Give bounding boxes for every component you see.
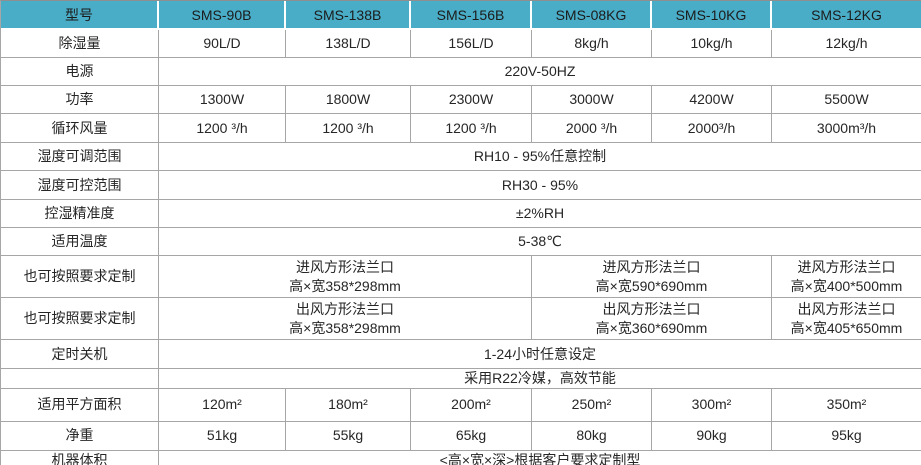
header-model-sms-08kg: SMS-08KG [532,1,652,30]
spec-cell: 120m² [159,388,286,422]
header-model-sms-156b: SMS-156B [411,1,532,30]
spec-cell: 90L/D [159,30,286,58]
spec-cell: 300m² [652,388,772,422]
header-model-sms-138b: SMS-138B [286,1,411,30]
spec-cell-merged: 进风方形法兰口 高×宽358*298mm [159,256,532,298]
row-humidity-accuracy: 控湿精准度 ±2%RH [1,200,921,228]
spec-cell: 1200 ³/h [159,114,286,143]
spec-cell-merged: 出风方形法兰口 高×宽360*690mm [532,298,772,340]
spec-cell: 55kg [286,421,411,451]
spec-cell-merged: 采用R22冷媒，高效节能 [159,369,921,389]
row-label: 湿度可调范围 [1,143,159,171]
row-label: 控湿精准度 [1,200,159,228]
row-net-weight: 净重 51kg 55kg 65kg 80kg 90kg 95kg [1,421,921,451]
row-label: 适用平方面积 [1,388,159,422]
spec-cell-merged: <高×宽×深>根据客户要求定制型 [159,450,921,465]
header-model-sms-12kg: SMS-12KG [772,1,921,30]
spec-cell: 5500W [772,86,921,114]
spec-cell: 10kg/h [652,30,772,58]
spec-cell: 进风方形法兰口 高×宽400*500mm [772,256,921,298]
spec-cell-merged: 出风方形法兰口 高×宽358*298mm [159,298,532,340]
row-refrigerant-note: 采用R22冷媒，高效节能 [1,369,921,389]
row-operating-temperature: 适用温度 5-38℃ [1,228,921,256]
row-label: 电源 [1,58,159,86]
header-model-sms-10kg: SMS-10KG [652,1,772,30]
spec-cell: 51kg [159,421,286,451]
row-label: 除湿量 [1,30,159,58]
header-model-label: 型号 [1,1,159,30]
header-row: 型号 SMS-90B SMS-138B SMS-156B SMS-08KG SM… [1,1,921,30]
row-label: 循环风量 [1,114,159,143]
row-label: 湿度可控范围 [1,171,159,200]
row-timer-shutdown: 定时关机 1-24小时任意设定 [1,340,921,369]
spec-cell: 95kg [772,421,921,451]
row-label: 定时关机 [1,340,159,369]
row-label: 也可按照要求定制 [1,298,159,340]
spec-cell: 出风方形法兰口 高×宽405*650mm [772,298,921,340]
spec-cell-merged: RH10 - 95%任意控制 [159,143,921,171]
spec-cell: 250m² [532,388,652,422]
spec-cell-merged: RH30 - 95% [159,171,921,200]
row-power-supply: 电源 220V-50HZ [1,58,921,86]
row-machine-dimensions: 机器体积 <高×宽×深>根据客户要求定制型 [1,450,921,465]
spec-cell: 90kg [652,421,772,451]
spec-cell: 1200 ³/h [286,114,411,143]
spec-cell: 200m² [411,388,532,422]
spec-cell: 180m² [286,388,411,422]
spec-cell: 2300W [411,86,532,114]
spec-cell-merged: 1-24小时任意设定 [159,340,921,369]
spec-cell-merged: ±2%RH [159,200,921,228]
row-humidity-adjustable-range: 湿度可调范围 RH10 - 95%任意控制 [1,143,921,171]
spec-cell: 138L/D [286,30,411,58]
row-label: 也可按照要求定制 [1,256,159,298]
spec-cell: 156L/D [411,30,532,58]
row-power: 功率 1300W 1800W 2300W 3000W 4200W 5500W [1,86,921,114]
spec-cell: 65kg [411,421,532,451]
spec-cell: 2000 ³/h [532,114,652,143]
row-label [1,369,159,389]
header-model-sms-90b: SMS-90B [159,1,286,30]
spec-cell: 1200 ³/h [411,114,532,143]
row-dehumidification-capacity: 除湿量 90L/D 138L/D 156L/D 8kg/h 10kg/h 12k… [1,30,921,58]
row-label: 净重 [1,421,159,451]
spec-cell: 1300W [159,86,286,114]
spec-cell: 1800W [286,86,411,114]
row-custom-outlet-flange: 也可按照要求定制 出风方形法兰口 高×宽358*298mm 出风方形法兰口 高×… [1,298,921,340]
spec-cell-merged: 220V-50HZ [159,58,921,86]
spec-cell: 12kg/h [772,30,921,58]
spec-cell-merged: 5-38℃ [159,228,921,256]
spec-cell: 80kg [532,421,652,451]
spec-cell-merged: 进风方形法兰口 高×宽590*690mm [532,256,772,298]
row-applicable-area: 适用平方面积 120m² 180m² 200m² 250m² 300m² 350… [1,388,921,422]
spec-cell: 350m² [772,388,921,422]
spec-cell: 8kg/h [532,30,652,58]
row-label: 适用温度 [1,228,159,256]
row-air-circulation: 循环风量 1200 ³/h 1200 ³/h 1200 ³/h 2000 ³/h… [1,114,921,143]
row-custom-inlet-flange: 也可按照要求定制 进风方形法兰口 高×宽358*298mm 进风方形法兰口 高×… [1,256,921,298]
spec-cell: 2000³/h [652,114,772,143]
spec-cell: 4200W [652,86,772,114]
row-label: 功率 [1,86,159,114]
spec-cell: 3000W [532,86,652,114]
row-humidity-control-range: 湿度可控范围 RH30 - 95% [1,171,921,200]
spec-cell: 3000m³/h [772,114,921,143]
row-label: 机器体积 [1,450,159,465]
